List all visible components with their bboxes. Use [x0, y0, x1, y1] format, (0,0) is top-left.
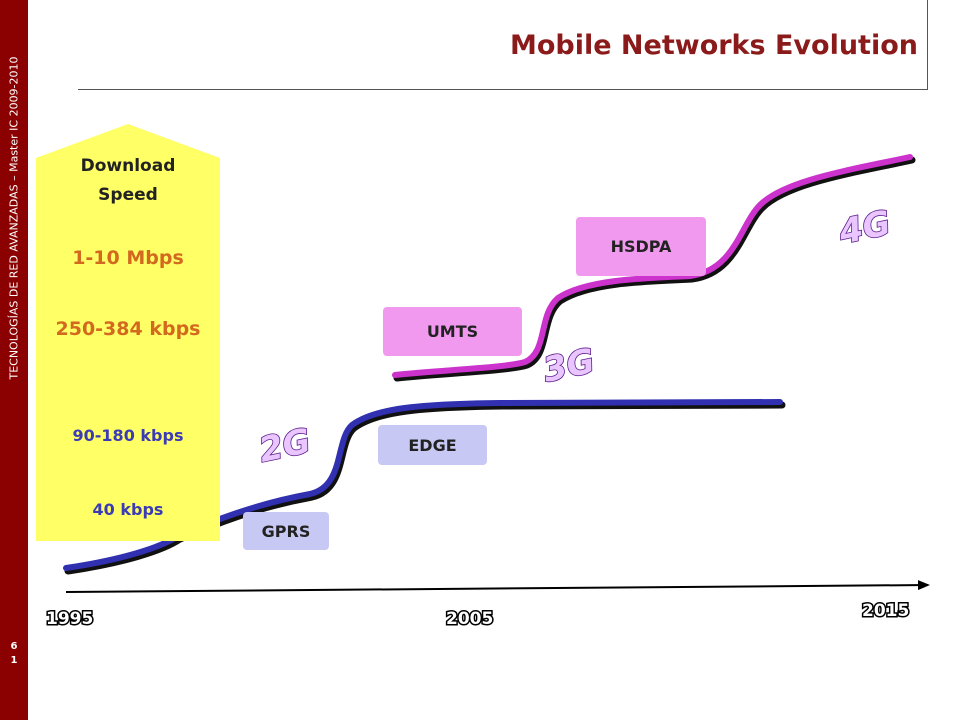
tech-box-edge: EDGE: [378, 425, 487, 465]
page-number-digit-1: 6: [10, 641, 18, 652]
speed-40-kbps: 40 kbps: [93, 500, 164, 519]
page-number: 6 1: [6, 640, 22, 668]
speed-90-180-kbps: 90-180 kbps: [73, 426, 184, 445]
speed-label-line1: Download: [81, 156, 176, 176]
page-number-digit-2: 1: [10, 655, 18, 666]
speed-1-10-mbps: 1-10 Mbps: [72, 247, 184, 269]
year-1995: 1995: [46, 609, 93, 629]
label-3g: 3G: [540, 341, 599, 391]
title-underline: [78, 89, 928, 90]
tech-box-gprs: GPRS: [243, 512, 329, 550]
curve-3g4g-shadow: [393, 156, 916, 382]
sidebar-band: TECNOLOGÍAS DE RED AVANZADAS – Master IC…: [0, 0, 28, 720]
curve-3g4g: [392, 154, 913, 378]
speed-label-line2: Speed: [98, 185, 158, 205]
year-2015: 2015: [862, 601, 909, 621]
year-2005: 2005: [446, 609, 493, 629]
label-4g: 4G: [835, 203, 895, 253]
tech-box-umts: UMTS: [383, 307, 522, 356]
tech-box-hsdpa: HSDPA: [576, 217, 706, 276]
curve-2g: [63, 399, 783, 571]
timeline-axis: [65, 580, 930, 593]
download-speed-arrow: [36, 124, 220, 541]
speed-250-384-kbps: 250-384 kbps: [56, 318, 201, 340]
label-2g: 2G: [256, 421, 315, 471]
slide-title: Mobile Networks Evolution: [509, 30, 918, 61]
title-right-rule: [927, 0, 928, 90]
curve-2g-shadow: [64, 401, 786, 575]
